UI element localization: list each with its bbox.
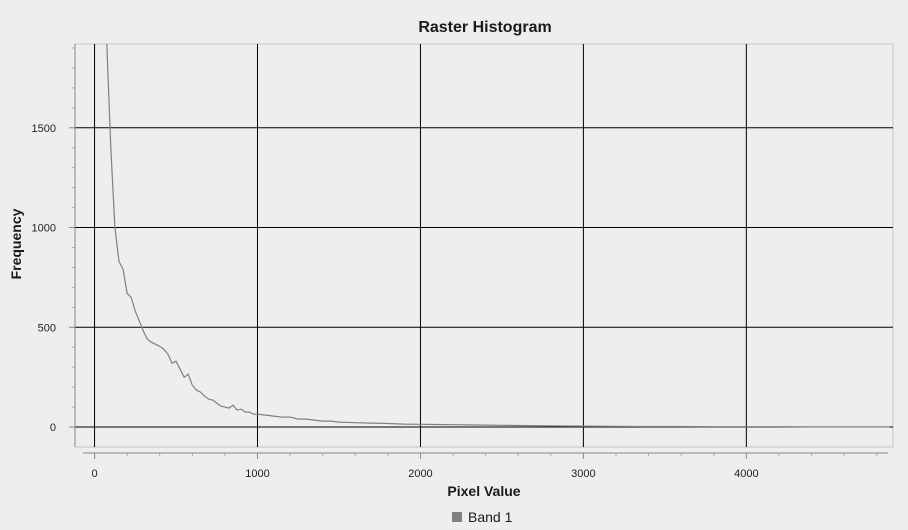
y-tick-label-1: 500 [38,322,56,334]
y-tick-label-3: 1500 [32,123,56,135]
y-tick-label-0: 0 [50,422,56,434]
x-tick-label-3: 3000 [571,468,595,480]
legend-label-band-1: Band 1 [468,509,513,525]
series-group [106,43,890,428]
x-tick-label-4: 4000 [734,468,758,480]
y-tick-label-2: 1000 [32,223,56,235]
legend-swatch-band-1 [452,512,462,522]
x-tick-label-0: 0 [91,468,97,480]
y-axis-label: Frequency [8,208,24,279]
plot-area [74,43,894,448]
series-line-0 [106,43,890,428]
chart-title: Raster Histogram [418,19,551,36]
x-axis-label: Pixel Value [447,483,520,499]
ticks: 0 1000 2000 3000 4000 0 500 1000 1500 [32,47,878,480]
grid [75,44,893,447]
x-tick-label-2: 2000 [408,468,432,480]
x-tick-label-1: 1000 [245,468,269,480]
legend: Band 1 [452,509,513,525]
